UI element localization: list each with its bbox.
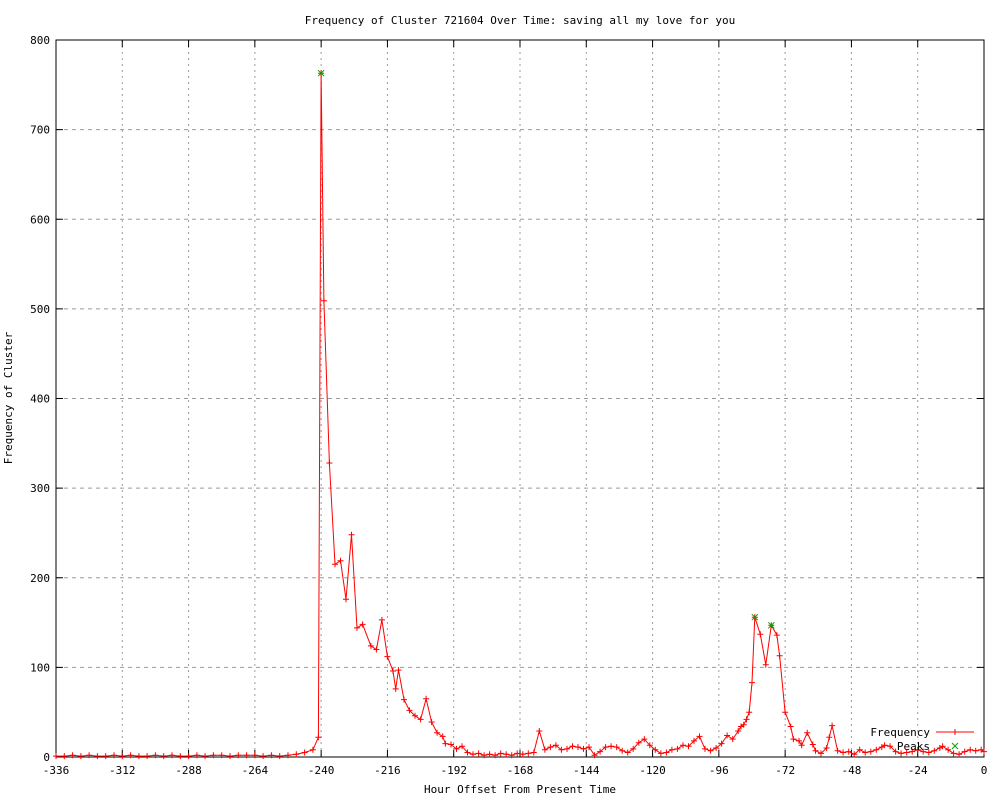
chart-title: Frequency of Cluster 721604 Over Time: s… xyxy=(305,14,735,27)
x-tick-label: -192 xyxy=(440,764,467,777)
x-tick-label: -336 xyxy=(43,764,70,777)
y-tick-label: 0 xyxy=(43,751,50,764)
y-tick-label: 600 xyxy=(30,213,50,226)
x-tick-label: -72 xyxy=(775,764,795,777)
series-layer xyxy=(53,69,987,760)
x-tick-label: -96 xyxy=(709,764,729,777)
axes-layer: -336 -312 -288 -264 -240 -216 -192 -168 -144 -120… xyxy=(30,34,987,777)
x-axis-label: Hour Offset From Present Time xyxy=(424,783,616,796)
legend-label: Frequency xyxy=(870,726,930,739)
x-tick-label: -24 xyxy=(908,764,928,777)
y-tick-label: 400 xyxy=(30,393,50,406)
grid-layer xyxy=(56,40,984,757)
x-tick-label: -240 xyxy=(308,764,335,777)
x-tick-label: -168 xyxy=(507,764,534,777)
x-tick-label: -288 xyxy=(175,764,202,777)
legend-label: Peaks xyxy=(897,740,930,753)
x-tick-label: -48 xyxy=(841,764,861,777)
x-tick-label: -216 xyxy=(374,764,401,777)
peak-cross-markers xyxy=(317,69,775,629)
y-tick-label: 200 xyxy=(30,572,50,585)
legend-plus-icon xyxy=(952,729,958,735)
frequency-plus-markers xyxy=(53,70,987,760)
x-tick-label: -312 xyxy=(109,764,136,777)
y-tick-label: 500 xyxy=(30,303,50,316)
y-tick-label: 300 xyxy=(30,482,50,495)
y-tick-label: 100 xyxy=(30,661,50,674)
x-tick-label: -264 xyxy=(242,764,269,777)
y-axis-label: Frequency of Cluster xyxy=(2,331,15,464)
x-tick-label: 0 xyxy=(981,764,988,777)
y-tick-label: 800 xyxy=(30,34,50,47)
x-tick-label: -120 xyxy=(639,764,666,777)
legend-cross-icon xyxy=(951,742,959,750)
y-tick-label: 700 xyxy=(30,124,50,137)
x-tick-label: -144 xyxy=(573,764,600,777)
